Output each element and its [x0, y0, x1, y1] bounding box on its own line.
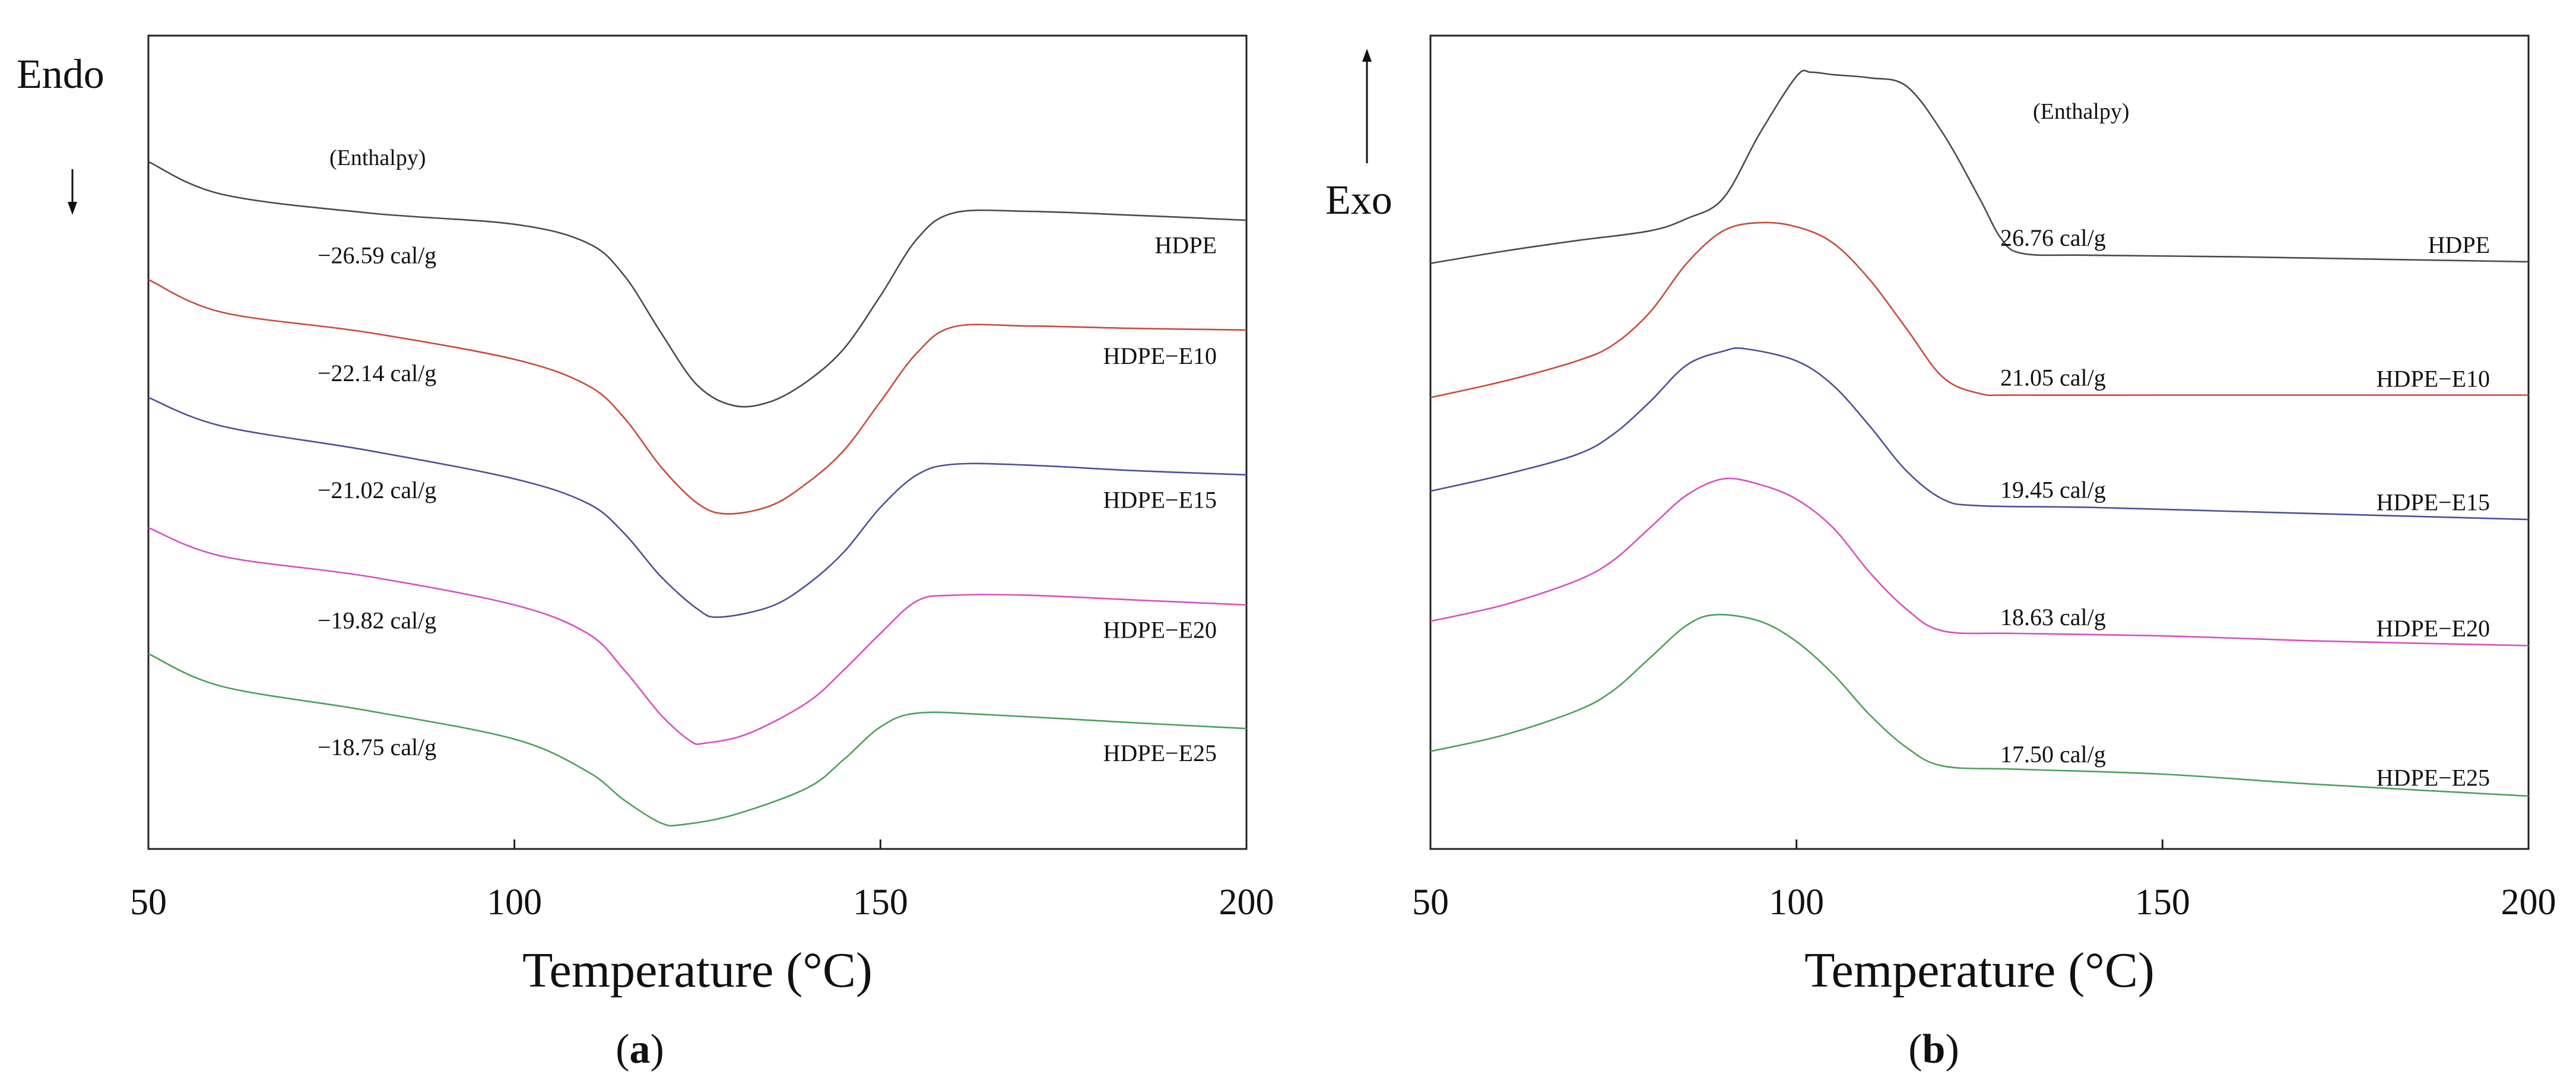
panel-b-enthalpy-hdpe-e10: 21.05 cal/g — [2000, 365, 2106, 391]
panel-b-x-tick-labels: 50 100 150 200 — [1412, 882, 2556, 923]
panel-b-series-label-hdpe-e20: HDPE−E20 — [2377, 615, 2490, 642]
panel-a-x-tick-label-100: 100 — [487, 882, 542, 923]
panel-b-series-hdpe-e25 — [1430, 613, 2529, 797]
panel-b-letter: b — [1923, 1026, 1946, 1072]
panel-a-series-hdpe-e10 — [148, 278, 1247, 515]
panel-a-series — [148, 161, 1247, 827]
panel-a-x-tick-label-150: 150 — [853, 882, 908, 923]
panel-b-x-tick-label-150: 150 — [2135, 882, 2190, 923]
panel-a-series-label-hdpe: HDPE — [1155, 232, 1217, 258]
panel-a-series-label-hdpe-e10: HDPE−E10 — [1103, 343, 1217, 369]
panel-a-series-label-hdpe-e15: HDPE−E15 — [1103, 487, 1217, 514]
panel-b-enthalpy-hdpe-e25: 17.50 cal/g — [2000, 741, 2106, 768]
panel-b-series-hdpe-e10 — [1430, 221, 2529, 398]
panel-a-label: (a) — [616, 1026, 664, 1072]
panel-b-x-axis-label: Temperature (°C) — [1804, 943, 2155, 998]
panel-b-plot-frame — [1429, 34, 2530, 850]
panel-a-enthalpy-hdpe: −26.59 cal/g — [318, 242, 436, 268]
panel-a-series-label-hdpe-e25: HDPE−E25 — [1103, 740, 1217, 766]
panel-b-x-ticks — [1429, 839, 2530, 849]
panel-b-enthalpy-hdpe-e15: 19.45 cal/g — [2000, 477, 2106, 503]
panel-b-enthalpy-hdpe-e20: 18.63 cal/g — [2000, 604, 2106, 630]
panel-a-x-ticks — [147, 839, 1248, 849]
panel-a-x-tick-label-50: 50 — [130, 882, 167, 923]
panel-b-series — [1430, 69, 2529, 797]
panel-a-y-axis-label: Endo — [17, 52, 104, 97]
panel-a-enthalpy-hdpe-e20: −19.82 cal/g — [318, 607, 436, 633]
panel-a-enthalpy-header: (Enthalpy) — [329, 145, 426, 170]
panel-b-exo-arrowhead-icon — [1362, 49, 1372, 62]
panel-a-letter: a — [630, 1026, 651, 1072]
panel-a-x-tick-labels: 50 100 150 200 — [130, 882, 1274, 923]
panel-a-x-tick-label-200: 200 — [1219, 882, 1274, 923]
panel-b-series-hdpe — [1430, 69, 2529, 264]
panel-a-series-hdpe — [148, 161, 1247, 408]
panel-b-label: (b) — [1908, 1026, 1959, 1072]
panel-a-plot-frame — [147, 34, 1248, 850]
panel-b-chart: 50 100 150 200 26.76 cal/g HDPE 21.05 cal/g HD… — [1325, 34, 2556, 1072]
panel-b-series-label-hdpe: HDPE — [2428, 232, 2490, 258]
panel-a-enthalpy-hdpe-e10: −22.14 cal/g — [318, 360, 436, 386]
panel-a-series-labels: −26.59 cal/g HDPE −22.14 cal/g HDPE−E10 −21.… — [318, 232, 1217, 766]
panel-a-x-axis-label: Temperature (°C) — [522, 943, 873, 998]
panel-b-series-label-hdpe-e10: HDPE−E10 — [2377, 366, 2490, 392]
panel-a-series-label-hdpe-e20: HDPE−E20 — [1103, 616, 1217, 643]
panel-b-enthalpy-header: (Enthalpy) — [2033, 99, 2130, 124]
panel-a-series-hdpe-e25 — [148, 653, 1247, 827]
panel-b-series-labels: 26.76 cal/g HDPE 21.05 cal/g HDPE−E10 19.45 … — [2000, 224, 2490, 791]
panel-b-series-hdpe-e15 — [1430, 347, 2529, 521]
panel-a-chart: 50 100 150 200 −26.59 cal/g HDPE −22.14 cal/g… — [17, 34, 1274, 1072]
panel-b-x-tick-label-100: 100 — [1769, 882, 1824, 923]
panel-b-y-axis-label: Exo — [1325, 178, 1392, 223]
panel-a-endo-arrowhead-icon — [68, 202, 77, 215]
panel-a-series-hdpe-e20 — [148, 527, 1247, 745]
panel-a-enthalpy-hdpe-e25: −18.75 cal/g — [318, 734, 436, 760]
panel-b-series-hdpe-e20 — [1430, 477, 2529, 647]
panel-b-x-tick-label-50: 50 — [1412, 882, 1449, 923]
panel-b-series-label-hdpe-e15: HDPE−E15 — [2377, 489, 2490, 515]
panel-b-series-label-hdpe-e25: HDPE−E25 — [2377, 765, 2490, 791]
panel-a-enthalpy-hdpe-e15: −21.02 cal/g — [318, 477, 436, 503]
panel-a-series-hdpe-e15 — [148, 397, 1247, 618]
panel-b-enthalpy-hdpe: 26.76 cal/g — [2000, 224, 2106, 251]
panel-b-x-tick-label-200: 200 — [2501, 882, 2556, 923]
